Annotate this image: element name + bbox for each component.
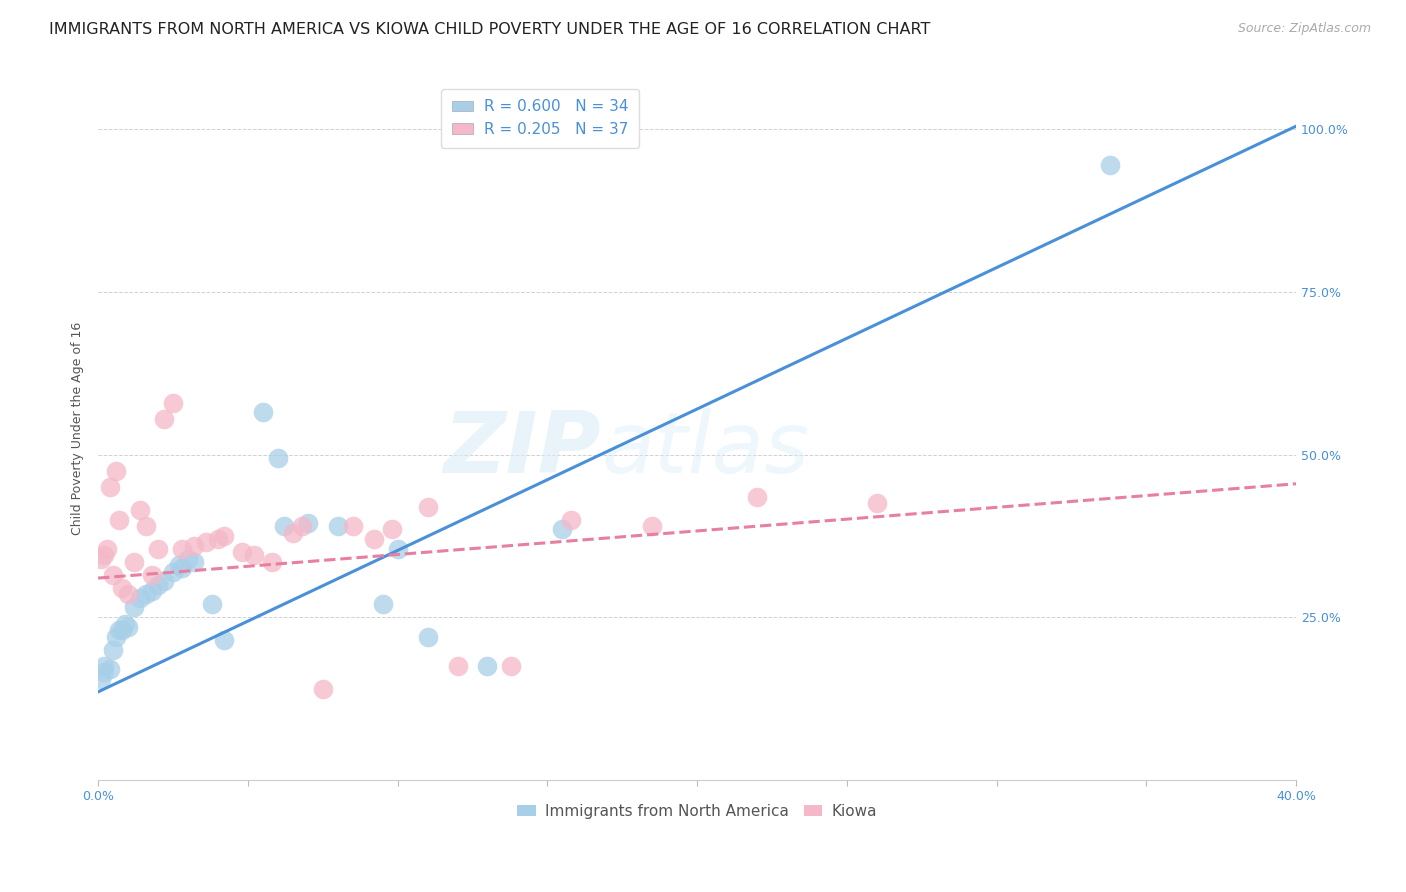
Point: [207, 532, 229, 546]
Point: [381, 522, 404, 536]
Point: [122, 555, 145, 569]
Point: [312, 681, 335, 696]
Point: [105, 630, 128, 644]
Point: [183, 539, 205, 553]
Point: [101, 567, 124, 582]
Point: [641, 519, 664, 533]
Point: [551, 522, 574, 536]
Point: [135, 519, 157, 533]
Point: [371, 597, 394, 611]
Text: IMMIGRANTS FROM NORTH AMERICA VS KIOWA CHILD POVERTY UNDER THE AGE OF 16 CORRELA: IMMIGRANTS FROM NORTH AMERICA VS KIOWA C…: [49, 22, 931, 37]
Point: [342, 519, 364, 533]
Point: [416, 630, 439, 644]
Point: [93, 665, 115, 680]
Point: [141, 584, 163, 599]
Point: [745, 490, 768, 504]
Point: [243, 549, 266, 563]
Point: [117, 587, 139, 601]
Point: [153, 411, 176, 425]
Point: [98, 480, 121, 494]
Point: [98, 662, 121, 676]
Point: [326, 519, 349, 533]
Point: [96, 541, 118, 556]
Point: [170, 561, 193, 575]
Point: [114, 616, 136, 631]
Point: [93, 658, 115, 673]
Text: ZIP: ZIP: [444, 408, 602, 491]
Point: [252, 405, 274, 419]
Point: [90, 672, 112, 686]
Point: [146, 541, 169, 556]
Y-axis label: Child Poverty Under the Age of 16: Child Poverty Under the Age of 16: [72, 322, 84, 535]
Point: [231, 545, 253, 559]
Point: [446, 658, 468, 673]
Point: [212, 529, 235, 543]
Point: [90, 551, 112, 566]
Point: [183, 555, 205, 569]
Point: [260, 555, 283, 569]
Legend: Immigrants from North America, Kiowa: Immigrants from North America, Kiowa: [512, 797, 883, 824]
Point: [105, 464, 128, 478]
Point: [117, 620, 139, 634]
Point: [297, 516, 319, 530]
Text: Source: ZipAtlas.com: Source: ZipAtlas.com: [1237, 22, 1371, 36]
Point: [501, 658, 523, 673]
Point: [1099, 158, 1122, 172]
Point: [416, 500, 439, 514]
Point: [93, 549, 115, 563]
Point: [177, 551, 200, 566]
Point: [108, 623, 131, 637]
Point: [201, 597, 224, 611]
Point: [866, 496, 889, 510]
Point: [108, 512, 131, 526]
Point: [146, 577, 169, 591]
Point: [387, 541, 409, 556]
Point: [281, 525, 304, 540]
Point: [167, 558, 190, 572]
Point: [129, 591, 152, 605]
Point: [291, 519, 314, 533]
Point: [170, 541, 193, 556]
Point: [267, 450, 290, 465]
Point: [162, 565, 184, 579]
Point: [141, 567, 163, 582]
Point: [162, 395, 184, 409]
Point: [273, 519, 295, 533]
Text: atlas: atlas: [602, 408, 810, 491]
Point: [111, 623, 134, 637]
Point: [477, 658, 499, 673]
Point: [129, 503, 152, 517]
Point: [122, 600, 145, 615]
Point: [101, 642, 124, 657]
Point: [111, 581, 134, 595]
Point: [194, 535, 217, 549]
Point: [212, 632, 235, 647]
Point: [363, 532, 385, 546]
Point: [153, 574, 176, 589]
Point: [135, 587, 157, 601]
Point: [560, 512, 582, 526]
